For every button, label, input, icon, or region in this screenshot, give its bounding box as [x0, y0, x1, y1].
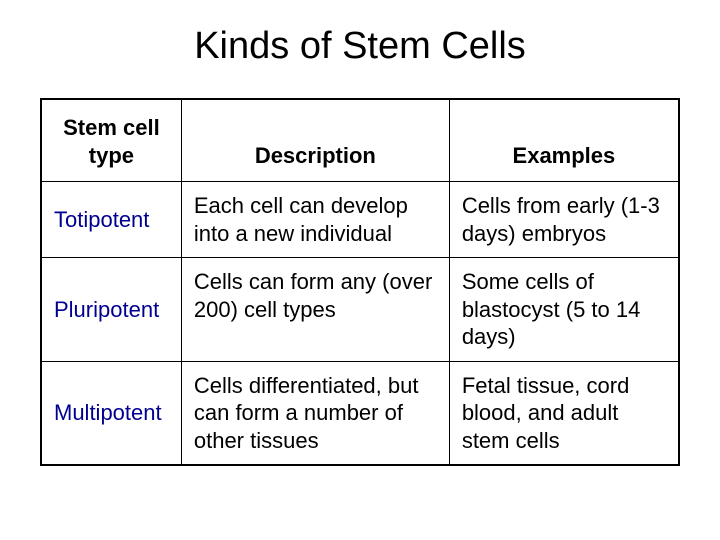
cell-type: Pluripotent [41, 258, 181, 362]
cell-examples: Some cells of blastocyst (5 to 14 days) [449, 258, 679, 362]
header-examples: Examples [449, 99, 679, 182]
cell-examples: Fetal tissue, cord blood, and adult stem… [449, 361, 679, 465]
header-description: Description [181, 99, 449, 182]
table-row: Totipotent Each cell can develop into a … [41, 182, 679, 258]
page-title: Kinds of Stem Cells [40, 25, 680, 68]
cell-description: Each cell can develop into a new individ… [181, 182, 449, 258]
cell-type: Multipotent [41, 361, 181, 465]
cell-type: Totipotent [41, 182, 181, 258]
stem-cells-table: Stem cell type Description Examples Toti… [40, 98, 680, 466]
cell-description: Cells differentiated, but can form a num… [181, 361, 449, 465]
header-type: Stem cell type [41, 99, 181, 182]
cell-description: Cells can form any (over 200) cell types [181, 258, 449, 362]
table-header-row: Stem cell type Description Examples [41, 99, 679, 182]
table-row: Multipotent Cells differentiated, but ca… [41, 361, 679, 465]
table-row: Pluripotent Cells can form any (over 200… [41, 258, 679, 362]
cell-examples: Cells from early (1-3 days) embryos [449, 182, 679, 258]
